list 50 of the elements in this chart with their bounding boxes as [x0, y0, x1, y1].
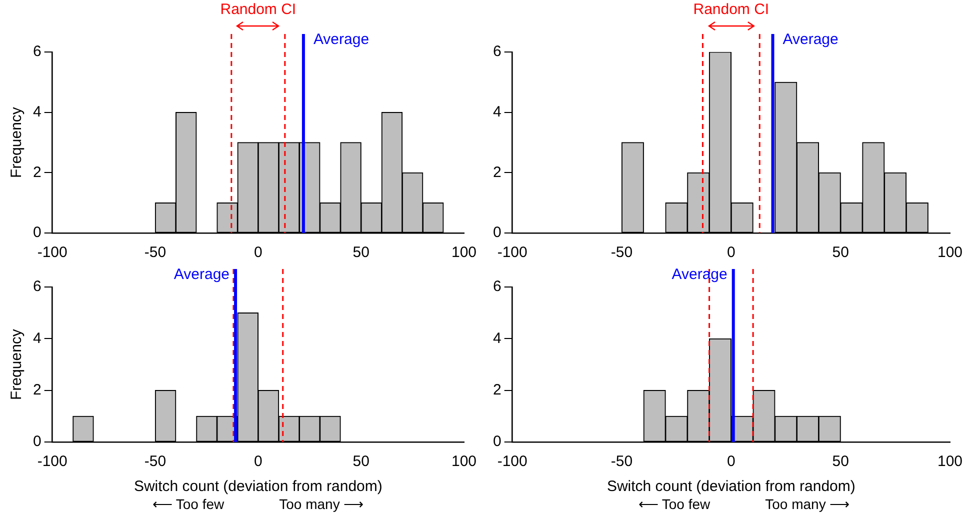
text: Too many ⟶ [765, 496, 850, 512]
ref-line-label: Average [313, 31, 370, 48]
x-tick-label: 0 [727, 244, 736, 262]
y-tick-label: 4 [33, 330, 42, 347]
text: ⟵ Too few [152, 496, 224, 512]
y-tick-label: 0 [493, 433, 502, 450]
y-tick-label: 6 [493, 43, 502, 60]
x-tick-label: 0 [254, 453, 262, 470]
y-tick-label: 2 [493, 164, 502, 181]
y-tick-label: 4 [493, 103, 502, 120]
x-tick-label: -100 [497, 453, 528, 470]
x-tick-label: -50 [610, 244, 633, 262]
text: Too many ⟶ [279, 496, 364, 512]
x-tick-label: 0 [254, 244, 262, 262]
x-tick-label: 100 [937, 244, 963, 262]
y-tick-label: 2 [33, 164, 42, 181]
y-axis-title: Frequency [8, 106, 26, 178]
ref-line-label: Average [672, 266, 728, 284]
text: Random CI [693, 1, 770, 18]
x-tick-label: 50 [352, 453, 370, 470]
x-axis-title: Switch count (deviation from random) [606, 478, 856, 496]
y-axis-title: Frequency [8, 328, 26, 400]
x-tick-label: -50 [144, 453, 166, 470]
x-tick-label: -50 [144, 244, 166, 262]
x-tick-label: 50 [832, 453, 849, 470]
x-tick-label: 50 [832, 244, 849, 262]
y-tick-label: 2 [493, 381, 502, 398]
y-tick-label: 4 [33, 103, 42, 120]
x-tick-label: 100 [451, 244, 477, 262]
x-tick-label: -100 [497, 244, 528, 262]
y-tick-label: 0 [493, 224, 502, 242]
x-tick-label: -50 [610, 453, 633, 470]
y-tick-label: 4 [493, 330, 502, 347]
x-tick-label: 0 [727, 453, 736, 470]
y-tick-label: 6 [33, 43, 42, 60]
ref-line-label: Average [174, 266, 230, 284]
x-tick-label: 50 [352, 244, 370, 262]
y-tick-label: 0 [33, 433, 42, 450]
x-tick-label: -100 [37, 244, 68, 262]
text: Random CI [220, 1, 296, 18]
y-tick-label: 2 [33, 381, 42, 398]
x-tick-label: -100 [37, 453, 68, 470]
ref-line-label: Average [782, 31, 838, 48]
y-tick-label: 6 [493, 278, 502, 296]
x-tick-label: 100 [937, 453, 963, 470]
y-tick-label: 0 [33, 224, 42, 242]
x-axis-title: Switch count (deviation from random) [134, 478, 382, 496]
x-tick-label: 100 [451, 453, 477, 470]
y-tick-label: 6 [33, 278, 42, 296]
text: ⟵ Too few [638, 496, 710, 512]
